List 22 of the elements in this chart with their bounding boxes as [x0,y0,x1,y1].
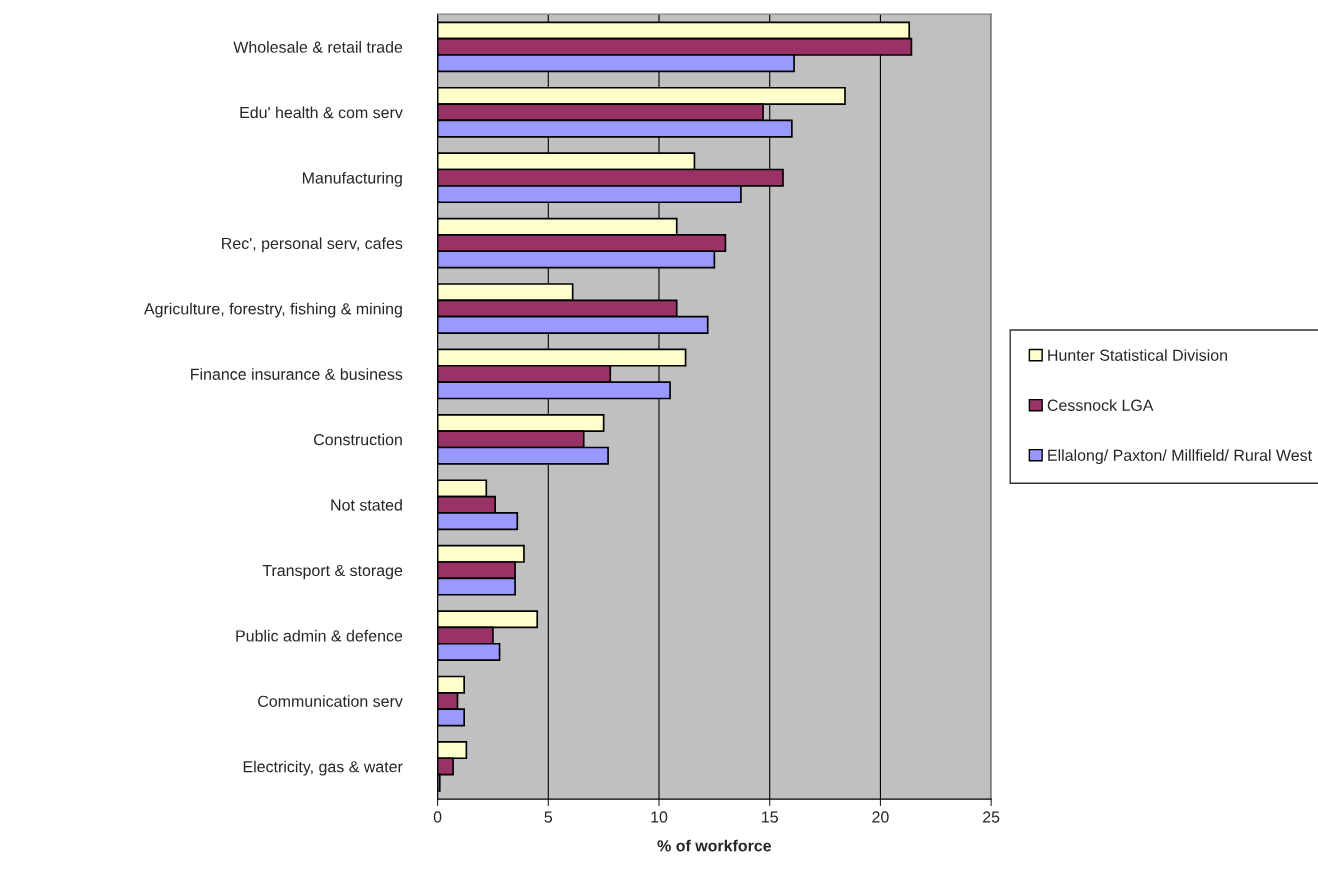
y-tick-label: Agriculture, forestry, fishing & mining [143,302,402,318]
y-tick-label: Electricity, gas & water [243,760,403,776]
x-tick-label: 10 [651,811,668,823]
y-tick-label: Rec', personal serv, cafes [222,237,403,253]
y-tick-label: Communication serv [258,695,403,707]
legend-label: Hunter Statistical Division [1048,349,1227,361]
x-tick-label: 5 [544,811,553,823]
x-tick-label: 15 [762,811,778,823]
x-tick-label: 20 [872,811,889,823]
y-tick-label: Wholesale & retail trade [233,41,403,53]
y-tick-label: Manufacturing [302,171,402,187]
y-tick-label: Edu' health & com serv [240,106,403,119]
y-tick-label: Construction [314,433,402,446]
y-tick-label: Public admin & defence [236,629,403,642]
x-axis-title: % of workforce [657,839,772,852]
y-tick-label: Transport & storage [262,564,403,580]
x-tick-label: 0 [433,811,442,823]
y-tick-label: Not stated [331,498,402,511]
legend-label: Cessnock LGA [1047,399,1154,411]
y-tick-label: Finance insurance & business [191,368,403,380]
x-tick-label: 25 [983,811,1000,823]
legend-label: Ellalong/ Paxton/ Millfield/ Rural West [1048,449,1312,465]
